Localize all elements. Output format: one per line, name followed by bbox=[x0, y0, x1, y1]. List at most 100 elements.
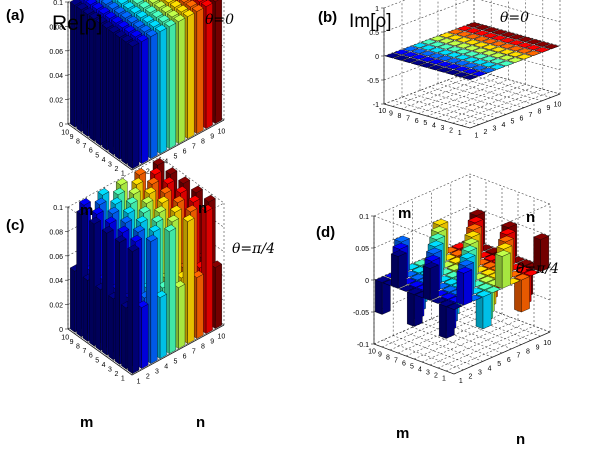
n-tick-label: 8 bbox=[538, 109, 542, 116]
m-tick-label: 6 bbox=[415, 118, 419, 125]
m-tick-label: 4 bbox=[102, 362, 106, 369]
bar bbox=[464, 33, 482, 40]
bar bbox=[446, 303, 463, 310]
m-tick-label: 4 bbox=[418, 367, 422, 374]
floor-gridline bbox=[437, 83, 525, 108]
n-tick-label: 4 bbox=[164, 364, 168, 371]
bar bbox=[427, 64, 444, 71]
bar bbox=[473, 30, 491, 36]
bar bbox=[420, 45, 437, 51]
bar bbox=[454, 54, 471, 60]
bar bbox=[508, 34, 525, 40]
n-tick-label: 6 bbox=[183, 149, 187, 156]
m-tick-label: 5 bbox=[410, 364, 414, 371]
floor-gridline bbox=[428, 86, 516, 112]
panel-b-quantity: Im[ρ] bbox=[349, 11, 391, 32]
bar bbox=[438, 300, 455, 339]
panel-b-label: (b) bbox=[318, 9, 337, 26]
m-tick-label: 5 bbox=[95, 152, 99, 159]
bar bbox=[525, 44, 542, 51]
bar bbox=[127, 39, 140, 170]
bar bbox=[498, 60, 515, 67]
m-tick-label: 1 bbox=[442, 376, 446, 383]
bar bbox=[446, 52, 463, 58]
bar bbox=[438, 38, 455, 44]
n-tick-label: 7 bbox=[529, 112, 533, 119]
n-tick-label: 8 bbox=[526, 349, 530, 356]
bar bbox=[401, 57, 419, 63]
floor-front-edges bbox=[67, 119, 225, 171]
n-tick-label: 7 bbox=[516, 353, 520, 360]
m-tick-label: 3 bbox=[108, 162, 112, 169]
bar bbox=[127, 244, 140, 375]
n-tick-label: 9 bbox=[536, 344, 540, 351]
m-tick-label: 9 bbox=[70, 339, 74, 346]
bar bbox=[472, 47, 489, 54]
bar bbox=[471, 59, 489, 65]
bar bbox=[462, 68, 479, 74]
n-tick-label: 4 bbox=[164, 159, 168, 166]
z-tick-label: 0.1 bbox=[359, 214, 369, 221]
floor-gridline bbox=[401, 74, 492, 110]
bar bbox=[420, 39, 437, 45]
bar bbox=[482, 32, 499, 39]
m-tick-label: 8 bbox=[76, 139, 80, 146]
m-tick-label: 1 bbox=[458, 130, 462, 137]
bar bbox=[430, 297, 447, 304]
m-tick-label: 6 bbox=[89, 353, 93, 360]
bar bbox=[516, 42, 534, 48]
bar bbox=[411, 42, 428, 48]
bar bbox=[463, 51, 480, 57]
bar bbox=[436, 61, 453, 67]
floor-gridline bbox=[435, 84, 526, 119]
z-tick-label: 0.5 bbox=[369, 30, 379, 37]
bar bbox=[490, 41, 507, 47]
panel-a-angle: θ=0 bbox=[205, 12, 234, 28]
bar bbox=[507, 57, 524, 63]
panel-b-angle: θ=0 bbox=[500, 10, 529, 26]
bar bbox=[499, 37, 516, 43]
m-tick-label: 4 bbox=[102, 157, 106, 164]
n-tick-label: 2 bbox=[146, 374, 150, 381]
m-tick-label: 4 bbox=[432, 123, 436, 130]
z-tick-label: -0.5 bbox=[367, 78, 379, 85]
bar bbox=[463, 57, 480, 63]
z-tick-label: 0 bbox=[59, 327, 63, 334]
bar bbox=[456, 31, 473, 37]
bar bbox=[429, 41, 446, 47]
bar bbox=[491, 29, 508, 35]
z-tick-label: 0 bbox=[59, 122, 63, 129]
bar bbox=[494, 250, 511, 289]
z-tick-label: 0.06 bbox=[49, 254, 63, 261]
floor-front-edges bbox=[67, 324, 225, 376]
bar bbox=[446, 40, 464, 46]
n-tick-label: 8 bbox=[201, 139, 205, 146]
m-tick-label: 3 bbox=[441, 125, 445, 132]
bar bbox=[513, 273, 531, 313]
z-tick-label: -1 bbox=[373, 102, 379, 109]
bar bbox=[444, 69, 462, 75]
m-tick-label: 2 bbox=[434, 373, 438, 380]
n-tick-label: 7 bbox=[192, 144, 196, 151]
n-tick-label: 7 bbox=[192, 349, 196, 356]
bar bbox=[453, 72, 470, 78]
m-tick-label: 9 bbox=[389, 111, 393, 118]
bar bbox=[480, 67, 497, 73]
bar bbox=[393, 49, 410, 55]
z-tick-label: 1 bbox=[375, 6, 379, 13]
m-tick-label: 5 bbox=[95, 357, 99, 364]
n-tick-label: 5 bbox=[173, 359, 177, 366]
bar bbox=[471, 71, 488, 77]
bar bbox=[402, 51, 419, 58]
z-tick-label: 0 bbox=[365, 278, 369, 285]
m-tick-label: 10 bbox=[61, 129, 69, 136]
floor-gridline bbox=[444, 86, 535, 122]
n-tick-label: 10 bbox=[218, 129, 226, 136]
bar bbox=[437, 44, 455, 50]
n-tick-label: 10 bbox=[554, 102, 562, 109]
bar bbox=[438, 32, 455, 38]
bar bbox=[475, 290, 492, 330]
bar bbox=[453, 66, 471, 72]
